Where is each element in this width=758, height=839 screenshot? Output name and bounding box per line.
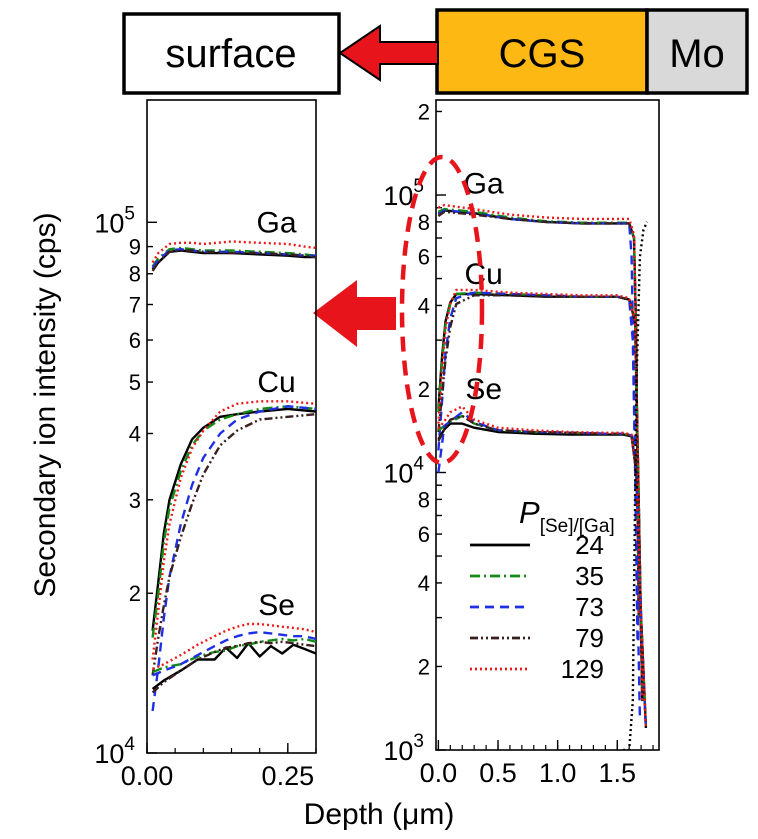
series-line-cu-79 [437, 294, 644, 702]
y-minor-tick-label: 7 [129, 293, 141, 318]
legend-title: P[Se]/[Ga] [519, 495, 615, 537]
series-line-cu-129 [151, 400, 316, 660]
series-line-cu-35 [151, 405, 316, 638]
y-axis-title: Secondary ion intensity (cps) [29, 212, 62, 597]
y-minor-tick-label: 8 [418, 210, 430, 235]
series-line-cu-73 [437, 291, 642, 719]
surface-arrow [338, 24, 439, 82]
y-minor-tick-label: 2 [418, 377, 430, 402]
surface-region-ellipse [399, 154, 485, 466]
series-line-se-24 [151, 642, 316, 690]
legend-label: 73 [575, 592, 604, 622]
cgs-label: CGS [499, 32, 586, 76]
left-series [151, 240, 316, 712]
x-tick-label: 0.00 [121, 761, 174, 791]
y-major-tick-label: 105 [383, 176, 424, 211]
legend-label: 129 [561, 654, 604, 684]
annotation-ga: Ga [257, 206, 297, 239]
annotation-se: Se [465, 373, 502, 406]
surface-label: surface [165, 32, 296, 76]
x-tick-label: 0.25 [262, 761, 315, 791]
y-major-tick-label: 104 [94, 734, 135, 769]
y-minor-tick-label: 4 [129, 421, 141, 446]
legend-label: 79 [575, 623, 604, 653]
left-ticks: 104 105 2 3 4 5 6 7 89 0.00 0.25 [94, 203, 317, 791]
y-major-tick-label: 105 [94, 203, 135, 238]
annotation-se: Se [258, 589, 295, 622]
right-series [437, 203, 649, 750]
series-line-ga-129 [151, 240, 316, 264]
cgs-box [435, 8, 649, 95]
series-line-cu-129 [437, 288, 644, 702]
y-minor-tick-label: 2 [418, 654, 430, 679]
series-line-se-73 [152, 630, 316, 677]
surface-box [122, 12, 341, 95]
y-minor-tick-label: 5 [129, 370, 141, 395]
series-line-ga-24 [151, 249, 316, 271]
series-line-cu-35 [437, 291, 644, 702]
left-plot-frame [146, 99, 317, 754]
series-line-se-73 [437, 411, 648, 729]
mo-box [645, 8, 749, 95]
zoom-arrow [313, 280, 396, 347]
y-major-tick-label: 104 [383, 454, 424, 489]
left-panel: 104 105 2 3 4 5 6 7 89 0.00 0.25 Ga Cu Se [94, 99, 317, 791]
layer-stack: surface CGS Mo [122, 8, 749, 95]
series-line-ga-73 [151, 247, 316, 269]
x-tick-label: 0.5 [479, 758, 517, 788]
mo-label: Mo [669, 32, 725, 76]
series-line-se-79 [437, 414, 648, 729]
annotation-ga: Ga [464, 168, 504, 201]
series-line-mo [623, 221, 649, 750]
legend-title-sub: [Se]/[Ga] [540, 516, 615, 537]
y-minor-tick-label: 3 [129, 488, 141, 513]
legend-title-main: P [519, 495, 540, 530]
x-tick-label: 1.0 [539, 758, 577, 788]
y-minor-tick-label: 8 [418, 487, 430, 512]
series-line-cu-79 [151, 413, 316, 676]
series-line-ga-129 [437, 203, 640, 618]
series-line-ga-35 [151, 246, 316, 268]
series-line-cu-24 [151, 407, 316, 631]
series-line-se-79 [151, 640, 316, 694]
legend-label: 35 [575, 561, 604, 591]
y-minor-tick-label: 6 [418, 522, 430, 547]
series-line-se-35 [437, 414, 648, 729]
series-line-ga-73 [437, 209, 639, 640]
y-minor-tick-label: 2 [418, 99, 430, 124]
series-line-se-35 [152, 637, 316, 674]
series-line-cu-73 [151, 405, 316, 712]
y-minor-tick-label: 8 [129, 262, 141, 287]
y-minor-tick-label: 6 [418, 245, 430, 270]
y-minor-tick-label: 4 [418, 293, 430, 318]
series-line-cu-24 [437, 292, 644, 702]
x-axis-title: Depth (μm) [304, 798, 455, 831]
series-line-se-129 [437, 405, 648, 729]
y-minor-tick-label: 4 [418, 571, 430, 596]
series-line-ga-79 [151, 249, 316, 272]
y-minor-tick-label: 6 [129, 328, 141, 353]
x-tick-label: 1.5 [598, 758, 636, 788]
annotation-cu: Cu [257, 366, 295, 399]
y-minor-tick-label: 2 [129, 581, 141, 606]
y-minor-tick-label: 9 [129, 235, 141, 260]
series-line-se-129 [152, 622, 316, 671]
series-line-se-24 [437, 422, 648, 729]
y-major-tick-label: 103 [383, 731, 424, 766]
right-plot-frame [435, 99, 660, 751]
x-tick-label: 0.0 [420, 758, 458, 788]
legend-label: 24 [575, 530, 604, 560]
left-labels: Ga Cu Se [257, 206, 297, 622]
